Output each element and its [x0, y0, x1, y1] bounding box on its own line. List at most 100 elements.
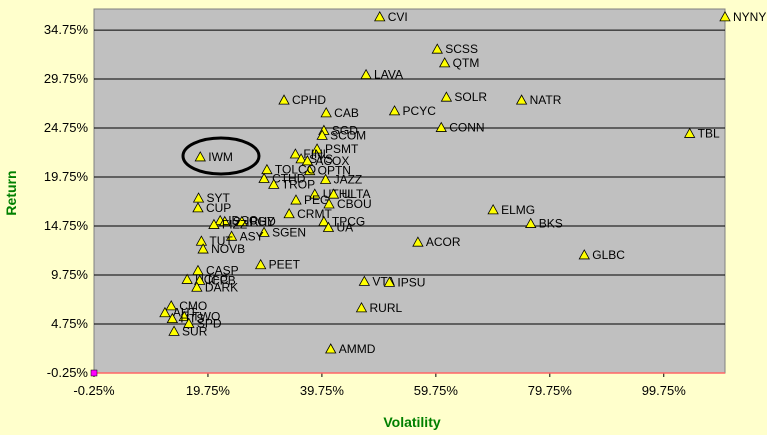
data-point-label: SYT: [207, 191, 231, 205]
data-point-label: CAB: [334, 106, 359, 120]
data-point: [355, 302, 368, 313]
data-point: [278, 94, 290, 105]
data-point: [383, 276, 396, 287]
data-point: [192, 202, 204, 213]
y-tick-label: -0.25%: [47, 365, 89, 380]
data-point-label: PEG: [304, 193, 329, 207]
data-point: [325, 343, 337, 354]
data-point-label: TWO: [192, 310, 220, 324]
data-point-label: CONN: [449, 121, 484, 135]
data-point-label: CUP: [206, 201, 231, 215]
data-point-label: CMO: [179, 299, 207, 313]
data-point: [719, 11, 731, 22]
x-tick-label: 19.75%: [186, 383, 231, 398]
data-point-label: ACOR: [426, 235, 461, 249]
data-point: [192, 192, 205, 203]
data-point-label: BKS: [539, 217, 563, 231]
data-point: [208, 218, 220, 229]
x-tick-label: 79.75%: [528, 383, 573, 398]
data-point: [261, 163, 273, 175]
data-point-label: ACOX: [315, 154, 349, 168]
data-point: [183, 317, 195, 328]
data-point: [178, 310, 190, 322]
data-point-label: TBL: [698, 126, 720, 140]
y-tick-label: 34.75%: [44, 22, 89, 37]
data-point: [268, 178, 280, 189]
y-axis-title: Return: [3, 170, 19, 215]
data-point-label: CBOU: [337, 197, 372, 211]
y-tick-label: 9.75%: [51, 267, 88, 282]
data-point: [159, 306, 171, 318]
data-point: [322, 221, 335, 232]
data-point: [439, 57, 451, 68]
data-point: [327, 188, 340, 199]
data-point-label: FINL: [303, 147, 329, 161]
data-point-label: NATR: [530, 93, 562, 107]
x-axis-ticks: -0.25% 19.75% 39.75% 59.75% 79.75% 99.75%: [73, 383, 686, 398]
data-point: [225, 230, 238, 241]
data-point-label: HTS: [180, 312, 204, 326]
data-point: [289, 148, 302, 159]
plot-area: [93, 8, 726, 374]
data-point-label: ELMG: [501, 203, 535, 217]
data-point: [487, 204, 499, 215]
data-point-label: ICPB: [208, 273, 236, 287]
data-point-label: GLBC: [592, 248, 625, 262]
data-point: [258, 172, 270, 183]
data-point: [165, 300, 177, 311]
data-point-label: SGD: [332, 123, 358, 137]
data-point: [320, 107, 332, 118]
y-tick-label: 29.75%: [44, 71, 89, 86]
data-point-label: LAVA: [374, 68, 403, 82]
data-point: [301, 155, 314, 166]
data-point: [181, 273, 193, 284]
y-tick-label: 4.75%: [51, 316, 88, 331]
x-axis-title: Volatility: [383, 414, 441, 430]
data-point: [195, 235, 208, 246]
data-point: [236, 215, 248, 227]
y-axis-ticks: -0.25% 4.75% 9.75% 14.75% 19.75% 24.75% 29.75%…: [44, 22, 89, 380]
data-point-label: SCSS: [445, 42, 478, 56]
data-point: [435, 121, 447, 132]
x-tick-label: -0.25%: [73, 383, 115, 398]
data-point: [358, 275, 371, 286]
data-point: [254, 258, 267, 270]
data-point-label: NOVB: [211, 242, 245, 256]
data-point-label: ULTA: [342, 187, 371, 201]
x-tick-label: 99.75%: [642, 383, 687, 398]
data-point-label: QTM: [453, 56, 480, 70]
origin-marker: [90, 369, 98, 377]
data-point-label: CPHD: [292, 93, 326, 107]
x-tick-label: 39.75%: [300, 383, 345, 398]
data-point: [525, 217, 537, 228]
data-point-label: CRMT: [297, 207, 332, 221]
data-point-label: TPCG: [332, 215, 365, 229]
data-point: [431, 43, 443, 54]
data-point: [578, 249, 590, 260]
annotation-circle: [181, 136, 261, 176]
data-point: [194, 151, 206, 162]
data-point: [360, 68, 372, 80]
data-point-label: NYNY: [733, 10, 766, 24]
data-point: [319, 173, 332, 184]
data-point-label: UA: [336, 220, 353, 234]
data-point: [197, 243, 209, 254]
data-point-label: TROP: [282, 177, 315, 191]
data-point-label: SCOM: [330, 128, 366, 142]
data-point: [683, 127, 696, 138]
gridlines: [93, 29, 725, 377]
data-point-label: FIZZ: [222, 218, 247, 232]
data-point: [515, 94, 528, 105]
data-point-label: ASY: [240, 229, 264, 243]
data-point-label: SOLR: [454, 90, 487, 104]
data-point-label: TUT: [209, 234, 233, 248]
data-point: [374, 11, 386, 22]
x-tick-label: 59.75%: [414, 383, 459, 398]
data-point-label: TOLCO: [275, 163, 316, 177]
data-point-label: PCYC: [403, 104, 437, 118]
data-point: [440, 91, 453, 102]
data-point-label: CTHD: [272, 172, 306, 186]
